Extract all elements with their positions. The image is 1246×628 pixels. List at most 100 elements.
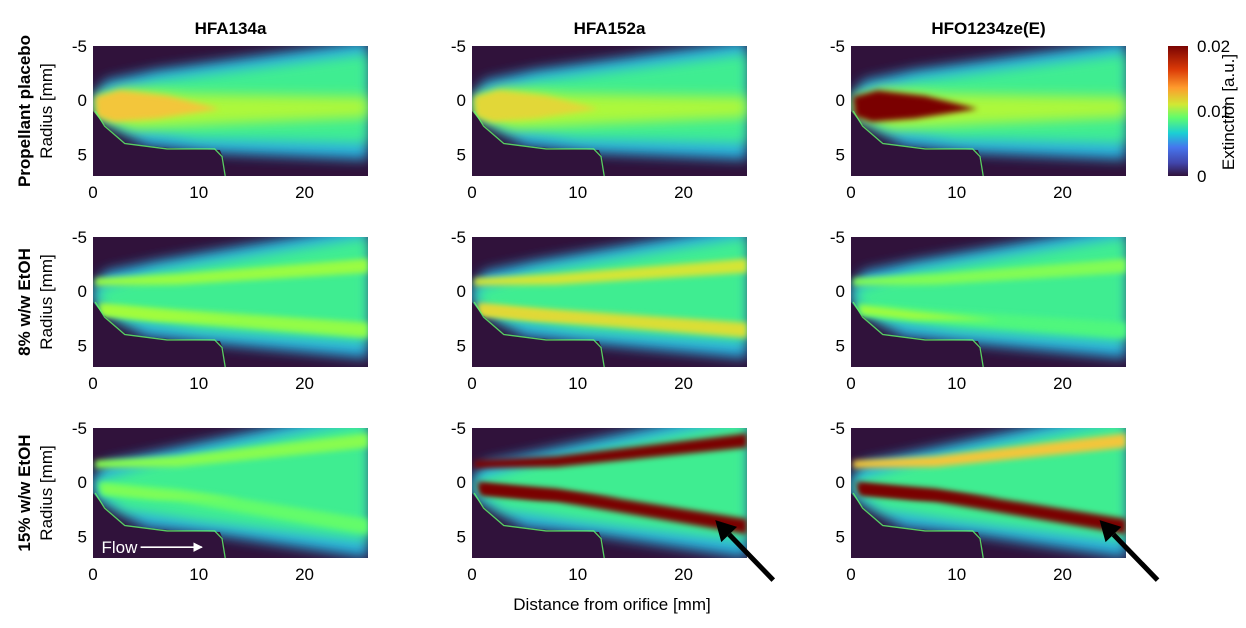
row-title: Propellant placebo — [15, 35, 34, 187]
axes: 0 10 20-505 — [72, 228, 314, 393]
nozzle-edge — [473, 301, 605, 367]
y-tick-label: -5 — [830, 228, 845, 247]
x-tick-label: 10 — [189, 183, 208, 202]
y-tick-label: 5 — [836, 145, 845, 164]
upper-sheet — [95, 433, 368, 469]
x-tick-label: 20 — [674, 565, 693, 584]
axes: 0 10 20-505 — [451, 228, 693, 393]
x-tick-label: 0 — [846, 183, 855, 202]
axes: 0 10 20-505 — [451, 37, 693, 202]
y-axis-label: Radius [mm] — [37, 63, 56, 158]
lower-sheet-hot — [480, 484, 621, 500]
spray-plume — [851, 237, 1126, 367]
x-tick-label: 20 — [295, 183, 314, 202]
spray-plume — [93, 46, 368, 176]
upper-sheet — [474, 433, 747, 469]
nozzle-shadow — [851, 493, 989, 558]
column-title: HFO1234ze(E) — [931, 19, 1045, 38]
flow-annotation: Flow — [101, 538, 138, 557]
spray-plume — [472, 237, 747, 367]
upper-sheet — [853, 258, 1126, 286]
y-tick-label: -5 — [72, 228, 87, 247]
lower-sheet-hot — [101, 305, 242, 321]
plume-hotspot — [853, 90, 978, 122]
y-tick-label: 5 — [78, 336, 87, 355]
x-tick-label: 10 — [947, 183, 966, 202]
black-arrow — [1111, 532, 1160, 582]
nozzle-shadow — [472, 302, 610, 367]
x-tick-label: 0 — [846, 374, 855, 393]
x-tick-label: 20 — [1053, 374, 1072, 393]
x-tick-label: 10 — [947, 565, 966, 584]
x-tick-label: 0 — [846, 565, 855, 584]
nozzle-edge — [852, 110, 984, 176]
nozzle-shadow — [851, 302, 989, 367]
y-tick-label: 0 — [836, 91, 845, 110]
x-tick-label: 0 — [88, 374, 97, 393]
colorbar-tick-max: 0.02 — [1197, 37, 1230, 56]
plume-hotspot — [95, 90, 220, 122]
y-tick-label: 5 — [78, 527, 87, 546]
nozzle-edge — [94, 110, 226, 176]
y-tick-label: 0 — [836, 282, 845, 301]
x-tick-label: 10 — [189, 565, 208, 584]
y-tick-label: -5 — [451, 419, 466, 438]
lower-sheet-hot — [480, 305, 621, 321]
axes: 0 10 20-505 — [72, 419, 314, 584]
x-axis-label: Distance from orifice [mm] — [513, 595, 710, 614]
column-title: HFA134a — [195, 19, 267, 38]
x-tick-label: 10 — [947, 374, 966, 393]
colorbar-label: Extinction [a.u.] — [1219, 54, 1238, 170]
y-tick-label: 0 — [457, 473, 466, 492]
heatmap-panel: 0 10 20-505 — [451, 228, 747, 393]
spray-plume — [93, 237, 368, 367]
column-title: HFA152a — [574, 19, 646, 38]
x-tick-label: 20 — [1053, 183, 1072, 202]
lower-sheet-hot — [859, 484, 1000, 500]
x-tick-label: 0 — [467, 374, 476, 393]
spray-plume — [472, 428, 747, 558]
spray-plume — [851, 428, 1126, 558]
colorbar-tick-mid: 0.01 — [1197, 102, 1230, 121]
lower-sheet — [477, 303, 747, 338]
black-arrow-head — [1099, 520, 1122, 543]
upper-sheet — [474, 258, 747, 286]
axes: 0 10 20-505 — [830, 37, 1072, 202]
nozzle-edge — [852, 492, 984, 558]
x-tick-label: 10 — [568, 565, 587, 584]
y-tick-label: 0 — [78, 473, 87, 492]
lower-sheet — [98, 303, 368, 338]
x-tick-label: 0 — [88, 565, 97, 584]
y-tick-label: -5 — [451, 228, 466, 247]
nozzle-edge — [473, 492, 605, 558]
nozzle-edge — [473, 110, 605, 176]
x-tick-label: 0 — [467, 183, 476, 202]
y-tick-label: -5 — [830, 37, 845, 56]
y-tick-label: 5 — [457, 336, 466, 355]
x-tick-label: 20 — [674, 183, 693, 202]
y-tick-label: 5 — [836, 527, 845, 546]
spray-plume — [851, 46, 1126, 176]
y-tick-label: 0 — [457, 91, 466, 110]
row-title: 15% w/w EtOH — [15, 434, 34, 551]
x-tick-label: 20 — [674, 374, 693, 393]
y-tick-label: -5 — [72, 37, 87, 56]
black-arrow — [727, 532, 776, 582]
y-tick-label: 5 — [457, 527, 466, 546]
nozzle-edge — [852, 301, 984, 367]
heatmap-panel: 0 10 20-505 — [72, 228, 368, 393]
nozzle-edge — [94, 301, 226, 367]
x-tick-label: 20 — [295, 565, 314, 584]
nozzle-shadow — [851, 111, 989, 176]
axes: 0 10 20-505 — [830, 228, 1072, 393]
colorbar-tick-min: 0 — [1197, 167, 1206, 186]
axes: 0 10 20-505 — [830, 419, 1072, 584]
colorbar: 0.02 0.01 0 Extinction [a.u.] — [1168, 37, 1238, 186]
nozzle-shadow — [93, 302, 231, 367]
x-tick-label: 0 — [467, 565, 476, 584]
y-tick-label: 0 — [836, 473, 845, 492]
x-tick-label: 20 — [1053, 565, 1072, 584]
nozzle-shadow — [93, 493, 231, 558]
spray-plume — [93, 428, 368, 558]
plume-hotspot — [474, 90, 599, 122]
